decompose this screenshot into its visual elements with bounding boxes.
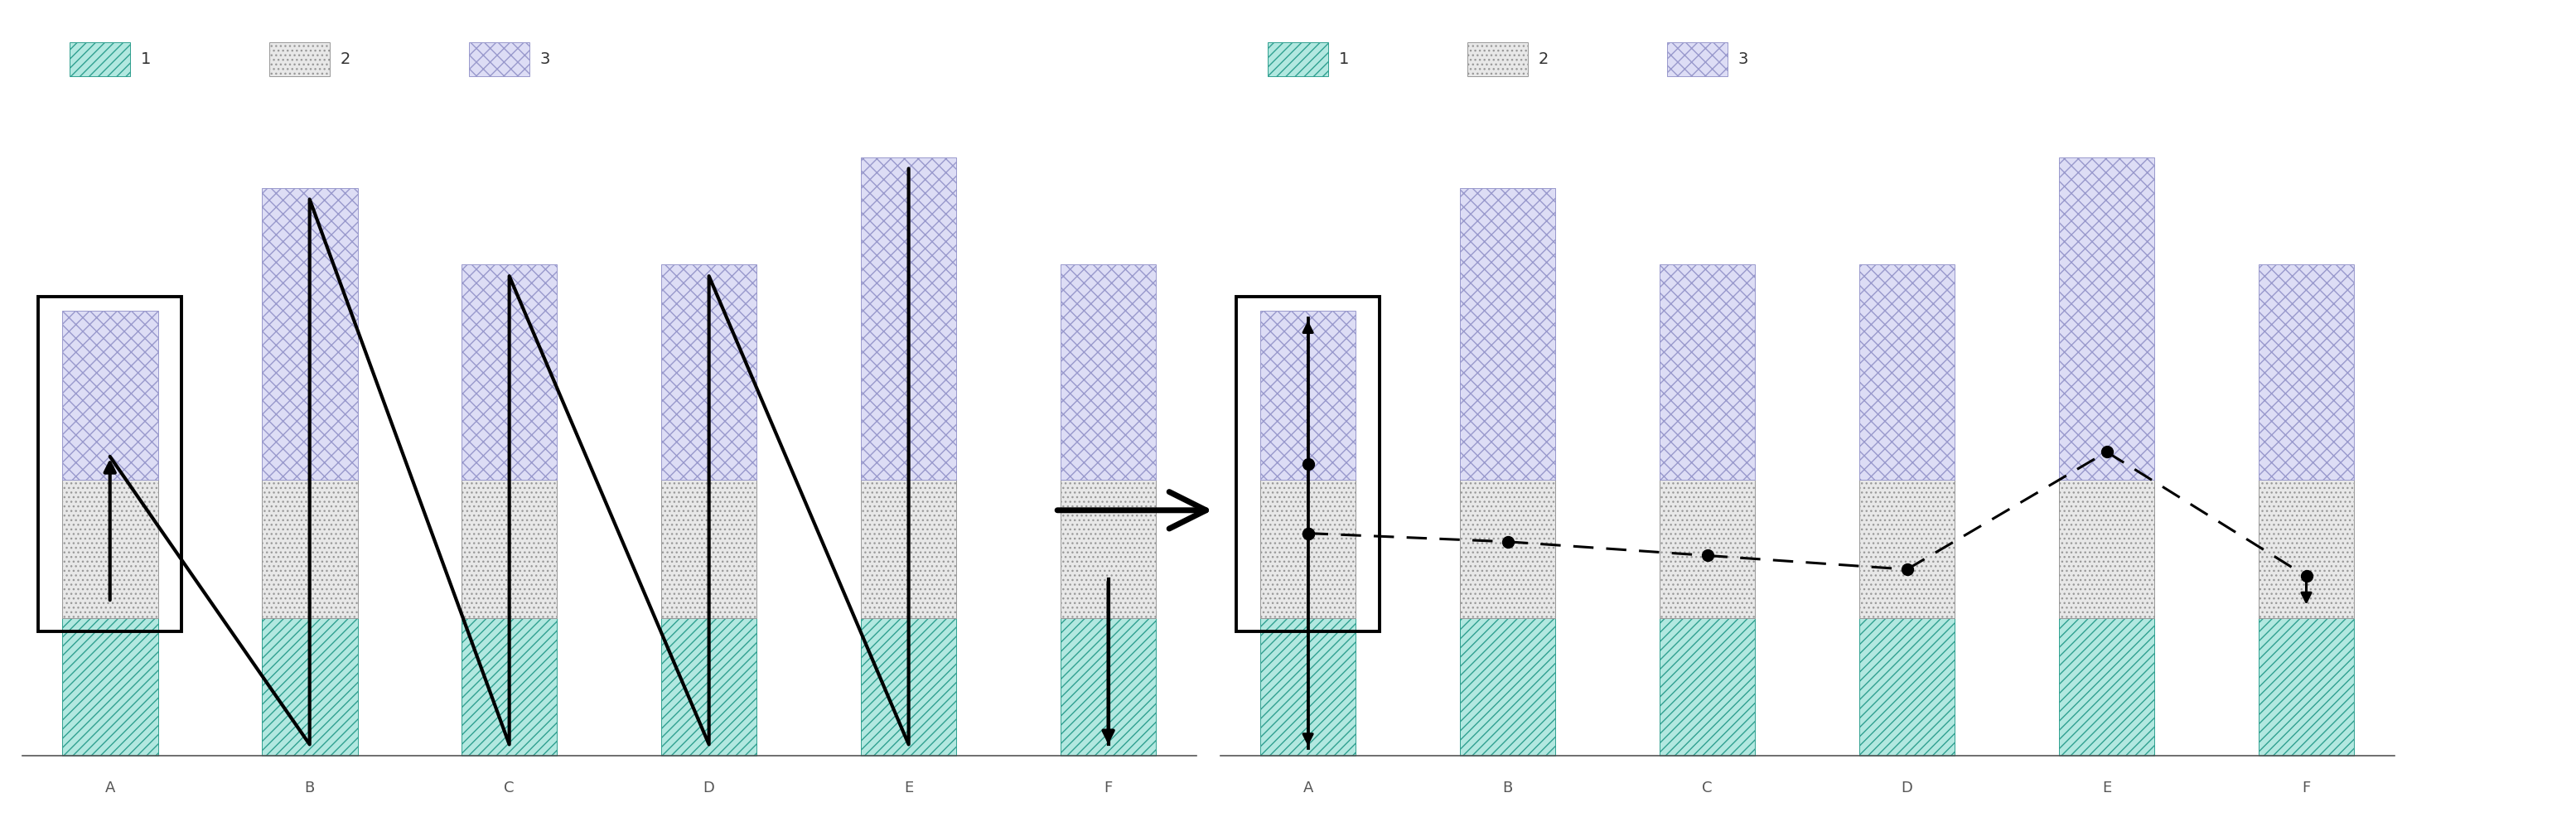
Bar	[1461, 618, 1556, 756]
Bar	[263, 480, 358, 618]
Bar	[1461, 480, 1556, 618]
Bar	[1260, 480, 1355, 618]
Bar	[1860, 265, 1955, 480]
Text: F: F	[1105, 780, 1113, 796]
Bar	[263, 188, 358, 480]
Text: A: A	[1303, 780, 1314, 796]
Bar	[1659, 618, 1754, 756]
Text: E: E	[904, 780, 914, 796]
Bar	[1260, 310, 1355, 480]
Bar	[1061, 265, 1157, 480]
Text: 1: 1	[142, 51, 152, 67]
Bar	[39, 297, 183, 632]
Bar	[662, 265, 757, 480]
Text: 1: 1	[1340, 51, 1350, 67]
Bar	[1267, 42, 1329, 77]
Bar	[860, 480, 956, 618]
Bar	[1236, 297, 1381, 632]
Bar	[461, 265, 556, 480]
Bar	[2259, 480, 2354, 618]
Text: B: B	[1502, 780, 1512, 796]
Text: 3: 3	[541, 51, 551, 67]
Bar	[2259, 265, 2354, 480]
Bar	[263, 618, 358, 756]
Bar	[662, 480, 757, 618]
Bar	[62, 480, 157, 618]
Bar	[1468, 42, 1528, 77]
Text: E: E	[2102, 780, 2112, 796]
Bar	[461, 480, 556, 618]
Bar	[1659, 480, 1754, 618]
Text: 2: 2	[340, 51, 350, 67]
Bar	[469, 42, 528, 77]
Bar	[2058, 157, 2154, 480]
Text: C: C	[505, 780, 515, 796]
Bar	[1461, 188, 1556, 480]
Bar	[461, 618, 556, 756]
Text: B: B	[304, 780, 314, 796]
Bar	[2058, 618, 2154, 756]
Bar	[62, 310, 157, 480]
Bar	[1860, 480, 1955, 618]
Text: 3: 3	[1739, 51, 1749, 67]
Bar	[70, 42, 129, 77]
Bar	[860, 157, 956, 480]
Bar	[662, 618, 757, 756]
Bar	[1260, 618, 1355, 756]
Bar	[1061, 480, 1157, 618]
Text: 2: 2	[1538, 51, 1548, 67]
Text: C: C	[1703, 780, 1713, 796]
Bar	[1860, 618, 1955, 756]
Bar	[1061, 618, 1157, 756]
Text: A: A	[106, 780, 116, 796]
Bar	[1659, 265, 1754, 480]
Bar	[62, 618, 157, 756]
Bar	[1667, 42, 1728, 77]
Text: F: F	[2303, 780, 2311, 796]
Text: D: D	[703, 780, 714, 796]
Bar	[860, 618, 956, 756]
Text: D: D	[1901, 780, 1914, 796]
Bar	[270, 42, 330, 77]
Bar	[2058, 480, 2154, 618]
Bar	[2259, 618, 2354, 756]
